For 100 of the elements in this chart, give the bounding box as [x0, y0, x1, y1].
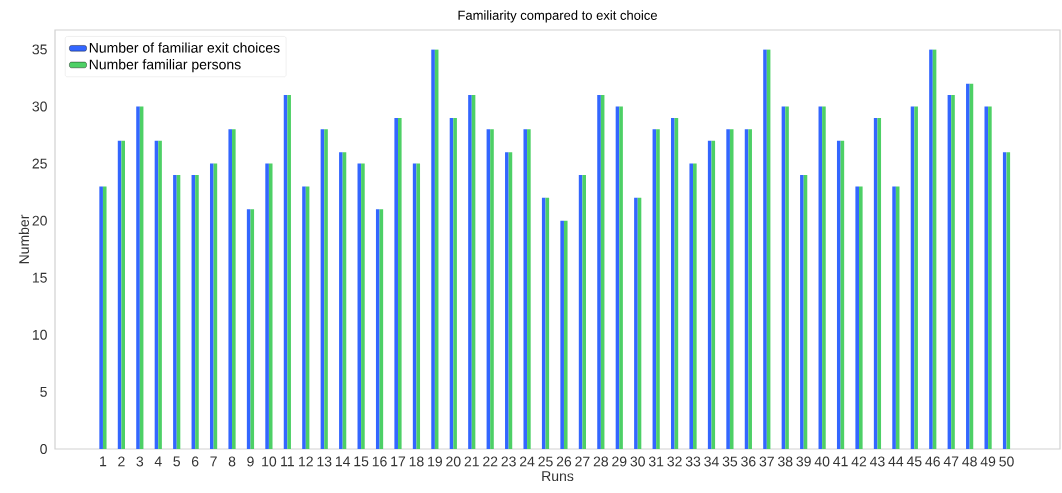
x-tick-label: 42 — [851, 456, 867, 467]
bar — [431, 49, 435, 449]
x-tick-label: 48 — [962, 456, 977, 467]
bar — [693, 163, 697, 449]
x-tick-label: 22 — [483, 456, 498, 467]
x-tick-label: 47 — [943, 456, 959, 467]
bar — [523, 129, 528, 449]
bar — [339, 152, 343, 449]
bar — [527, 129, 531, 449]
x-tick-label: 15 — [354, 456, 369, 467]
bar — [726, 129, 730, 449]
x-tick-label: 25 — [538, 456, 553, 467]
bar — [656, 129, 660, 449]
x-tick-label: 18 — [409, 456, 424, 467]
bar — [929, 49, 933, 449]
bar — [560, 220, 564, 449]
x-tick-label: 17 — [391, 456, 406, 467]
x-tick-label: 50 — [999, 456, 1014, 467]
x-tick-label: 40 — [814, 456, 830, 467]
x-tick-label: 6 — [191, 456, 199, 467]
x-tick-label: 30 — [630, 456, 645, 467]
bar — [763, 49, 767, 449]
bar — [173, 174, 177, 449]
bar — [490, 129, 494, 449]
y-tick-label: 10 — [32, 329, 47, 340]
x-tick-label: 8 — [228, 456, 236, 467]
bar — [287, 95, 291, 449]
bar — [397, 117, 402, 449]
y-tick-label: 35 — [32, 44, 47, 55]
x-tick-label: 45 — [906, 456, 922, 467]
bar — [729, 129, 734, 449]
x-tick-label: 41 — [833, 456, 848, 467]
bar — [121, 140, 125, 449]
x-tick-label: 13 — [317, 456, 332, 467]
x-tick-label: 46 — [925, 456, 940, 467]
bar — [951, 95, 955, 449]
x-tick-label: 34 — [704, 456, 719, 467]
bar — [619, 106, 623, 449]
x-axis-title: Runs — [542, 471, 574, 482]
x-tick-label: 11 — [281, 456, 294, 467]
bar — [416, 163, 421, 449]
bar — [324, 129, 328, 449]
bar — [268, 163, 273, 449]
bar — [232, 129, 236, 449]
x-tick-label: 1 — [100, 456, 107, 467]
bar — [877, 117, 882, 449]
bar — [836, 140, 841, 449]
bar — [250, 209, 255, 449]
bar — [914, 106, 918, 449]
x-tick-label: 23 — [501, 456, 516, 467]
bar — [859, 186, 863, 449]
x-tick-label: 37 — [759, 456, 774, 467]
x-tick-label: 9 — [247, 456, 254, 467]
bar — [302, 186, 306, 449]
x-tick-label: 14 — [335, 456, 351, 467]
bar — [505, 152, 509, 449]
chart-title: Familiarity compared to exit choice — [458, 10, 657, 23]
x-tick-label: 20 — [446, 456, 461, 467]
bar — [228, 129, 233, 449]
x-tick-label: 32 — [667, 456, 682, 467]
x-tick-label: 36 — [741, 456, 756, 467]
x-tick-label: 26 — [556, 456, 572, 467]
x-tick-label: 49 — [980, 456, 996, 467]
bar — [361, 163, 365, 449]
y-tick-label: 5 — [40, 387, 47, 397]
bar — [394, 117, 398, 449]
bar — [195, 174, 199, 449]
x-tick-label: 38 — [777, 456, 793, 467]
bar — [988, 106, 992, 449]
y-tick-label: 20 — [32, 215, 47, 226]
x-tick-label: 39 — [796, 456, 811, 467]
bar — [597, 95, 601, 449]
x-tick-label: 4 — [154, 456, 162, 467]
x-tick-label: 28 — [593, 456, 609, 467]
x-tick-label: 33 — [685, 456, 701, 467]
x-tick-label: 16 — [372, 456, 387, 467]
bar — [785, 106, 789, 449]
bar — [800, 174, 804, 449]
bar — [102, 186, 107, 449]
bar — [453, 117, 457, 449]
x-tick-label: 31 — [648, 456, 664, 467]
x-tick-label: 35 — [722, 456, 738, 467]
x-tick-label: 2 — [118, 456, 125, 467]
x-tick-label: 19 — [428, 456, 442, 467]
bar — [265, 163, 269, 449]
x-tick-label: 29 — [612, 456, 627, 467]
bar — [689, 163, 694, 449]
bar — [855, 186, 860, 449]
x-tick-label: 27 — [575, 456, 590, 467]
bar — [822, 106, 826, 449]
x-tick-label: 10 — [262, 456, 277, 467]
bar — [541, 197, 546, 449]
bar — [563, 220, 568, 449]
bar — [468, 95, 472, 449]
bar — [158, 140, 162, 449]
y-tick-label: 15 — [32, 272, 47, 283]
y-axis-title: Number — [18, 214, 30, 264]
bar — [984, 106, 989, 449]
bar — [671, 117, 675, 449]
bar — [99, 186, 103, 449]
